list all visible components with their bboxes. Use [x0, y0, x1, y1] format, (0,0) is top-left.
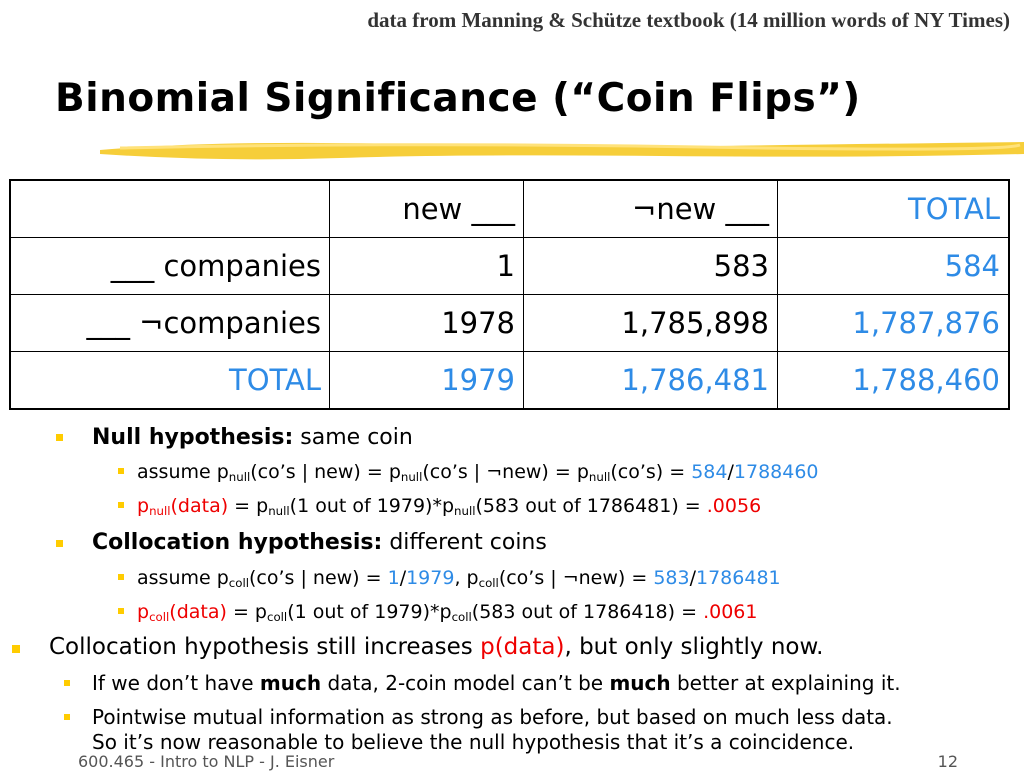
text: = p — [226, 601, 267, 623]
bullet-icon — [118, 608, 124, 614]
table-cell: 1,787,876 — [777, 294, 1010, 352]
text: better at explaining it. — [670, 671, 901, 695]
table-row: ___ ¬companies 1978 1,785,898 1,787,876 — [9, 294, 1010, 352]
subscript: coll — [266, 609, 288, 624]
footer-page-number: 12 — [937, 752, 958, 771]
bullet-icon — [64, 714, 70, 720]
text: Collocation hypothesis still increases — [49, 634, 481, 660]
conclusion-sub2: Pointwise mutual information as strong a… — [92, 705, 893, 729]
bullet-icon — [56, 434, 63, 441]
footer-course: 600.465 - Intro to NLP - J. Eisner — [78, 752, 335, 771]
text: / — [727, 461, 734, 483]
table-row: ___ companies 1 583 584 — [9, 237, 1010, 295]
null-assume-line: assume pnull(co’s | new) = pnull(co’s | … — [137, 461, 819, 484]
highlight: p(data) — [480, 634, 565, 660]
value: 1 — [387, 567, 400, 589]
table-cell: new ___ — [329, 179, 524, 238]
text: / — [399, 567, 407, 589]
table-cell: ___ ¬companies — [9, 294, 330, 352]
bullet-icon — [118, 574, 124, 580]
text: data, 2-coin model can’t be — [321, 671, 610, 695]
text: (data) — [169, 601, 227, 623]
text: assume p — [137, 461, 229, 483]
table-cell: 1 — [329, 237, 524, 295]
table-cell: 1979 — [329, 351, 524, 410]
text: , p — [454, 567, 479, 589]
value: 1788460 — [733, 461, 819, 483]
value: 1786481 — [696, 567, 781, 589]
collocation-hypothesis-text: different coins — [382, 530, 547, 555]
contingency-table: new ___ ¬new ___ TOTAL ___ companies 1 5… — [9, 179, 1010, 410]
text: assume p — [137, 567, 229, 589]
text: (co’s) = — [610, 461, 692, 483]
bullet-icon — [12, 645, 20, 653]
text: (co’s | ¬new) = — [498, 567, 654, 589]
text: / — [689, 567, 696, 589]
subscript: coll — [451, 609, 472, 624]
slide-title: Binomial Significance (“Coin Flips”) — [55, 76, 861, 121]
text: p — [137, 601, 150, 623]
bullet-icon — [118, 468, 124, 474]
text: (co’s | new) = — [249, 567, 388, 589]
highlighter-stroke — [100, 142, 1024, 160]
value: .0056 — [706, 495, 762, 517]
table-header-row: new ___ ¬new ___ TOTAL — [9, 179, 1010, 238]
text: (data) — [170, 495, 229, 517]
subscript: coll — [149, 609, 170, 624]
text: (co’s | ¬new) = p — [422, 461, 589, 483]
value: .0061 — [703, 601, 758, 623]
collocation-hypothesis-line: Collocation hypothesis: different coins — [92, 530, 547, 555]
subscript: null — [454, 503, 476, 518]
conclusion-sub1: If we don’t have much data, 2-coin model… — [92, 671, 901, 695]
conclusion-sub2-line2: So it’s now reasonable to believe the nu… — [92, 730, 855, 754]
text: p — [137, 495, 150, 517]
null-hypothesis-label: Null hypothesis: — [92, 425, 294, 450]
table-cell: ¬new ___ — [523, 179, 778, 238]
null-data-line: pnull(data) = pnull(1 out of 1979)*pnull… — [137, 495, 761, 518]
text: (co’s | new) = p — [250, 461, 401, 483]
text: (1 out of 1979)*p — [289, 495, 455, 517]
source-note: data from Manning & Schütze textbook (14… — [367, 8, 1010, 32]
coll-assume-line: assume pcoll(co’s | new) = 1/1979, pcoll… — [137, 567, 781, 590]
text: , but only slightly now. — [564, 634, 824, 660]
coll-data-line: pcoll(data) = pcoll(1 out of 1979)*pcoll… — [137, 601, 757, 624]
subscript: null — [400, 469, 423, 484]
table-cell: 1978 — [329, 294, 524, 352]
subscript: null — [268, 503, 290, 518]
value: 584 — [691, 461, 728, 483]
emphasis: much — [259, 671, 322, 695]
subscript: null — [149, 503, 171, 518]
null-hypothesis-line: Null hypothesis: same coin — [92, 425, 413, 450]
subscript: null — [588, 469, 611, 484]
table-cell — [9, 179, 330, 238]
bullet-icon — [118, 502, 124, 508]
text: (583 out of 1786418) = — [471, 601, 704, 623]
emphasis: much — [609, 671, 671, 695]
table-cell: ___ companies — [9, 237, 330, 295]
collocation-hypothesis-label: Collocation hypothesis: — [92, 530, 383, 555]
value: 583 — [653, 567, 690, 589]
value: 1979 — [406, 567, 455, 589]
table-cell: 584 — [777, 237, 1010, 295]
table-cell: 1,788,460 — [777, 351, 1010, 410]
text: If we don’t have — [92, 671, 260, 695]
bullet-icon — [56, 540, 63, 547]
table-row: TOTAL 1979 1,786,481 1,788,460 — [9, 351, 1010, 410]
text: = p — [228, 495, 269, 517]
table-cell: 1,786,481 — [523, 351, 778, 410]
subscript: coll — [478, 575, 499, 590]
text: (583 out of 1786481) = — [475, 495, 707, 517]
conclusion-line: Collocation hypothesis still increases p… — [49, 634, 823, 660]
subscript: null — [228, 469, 251, 484]
null-hypothesis-text: same coin — [293, 425, 413, 450]
table-cell: 583 — [523, 237, 778, 295]
table-cell: TOTAL — [9, 351, 330, 410]
text: (1 out of 1979)*p — [287, 601, 452, 623]
table-cell: 1,785,898 — [523, 294, 778, 352]
bullet-icon — [64, 680, 70, 686]
subscript: coll — [228, 575, 249, 590]
table-cell: TOTAL — [777, 179, 1010, 238]
